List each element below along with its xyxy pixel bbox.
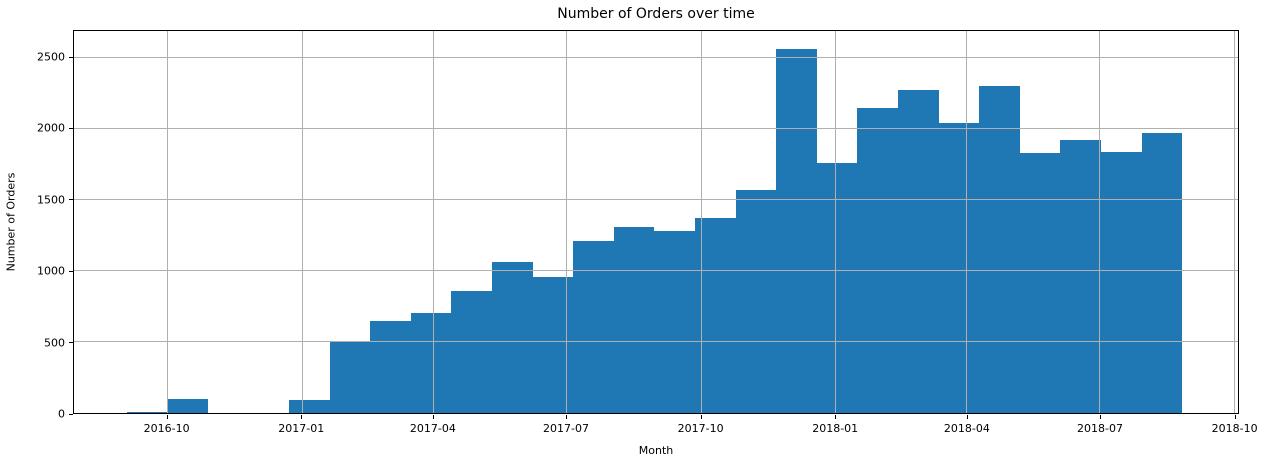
y-tick-label: 2000 <box>37 121 65 135</box>
h-gridline <box>74 199 1238 200</box>
bar <box>451 290 492 413</box>
bar <box>816 163 858 413</box>
x-tick <box>835 415 837 419</box>
plot-area <box>73 30 1239 414</box>
h-gridline <box>74 270 1238 271</box>
bar <box>1101 152 1142 413</box>
bar <box>735 190 777 413</box>
v-gridline <box>834 31 836 413</box>
x-tick-label: 2017-04 <box>409 422 456 435</box>
x-tick-label: 2018-01 <box>812 422 859 435</box>
y-tick-label: 500 <box>44 336 65 350</box>
x-tick-label: 2017-07 <box>543 422 589 435</box>
bar <box>532 277 574 413</box>
bar <box>370 321 411 413</box>
v-gridline <box>167 31 169 413</box>
bar <box>491 261 533 413</box>
x-tick-label: 2018-07 <box>1077 422 1123 435</box>
y-tick <box>69 56 73 58</box>
y-axis-label: Number of Orders <box>4 172 18 272</box>
bar <box>613 226 655 413</box>
v-gridline <box>966 31 968 413</box>
v-gridline <box>1099 31 1101 413</box>
y-tick-label: 1500 <box>37 193 65 207</box>
v-gridline <box>301 31 303 413</box>
v-gridline <box>566 31 568 413</box>
x-axis: Month 2016-10 2017-01 2017-04 2017-07 2017-1… <box>73 415 1258 468</box>
y-tick-label: 1000 <box>37 264 65 278</box>
bar <box>410 312 452 413</box>
v-gridline <box>433 31 435 413</box>
v-gridline <box>1233 31 1235 413</box>
x-tick <box>1234 415 1236 419</box>
x-tick <box>966 415 968 419</box>
bar <box>938 122 980 413</box>
y-axis: 0 500 1000 1500 2000 2500 <box>0 30 73 421</box>
v-gridline <box>700 31 702 413</box>
bar <box>126 411 168 413</box>
x-tick <box>166 415 168 419</box>
bar <box>329 340 371 413</box>
x-tick <box>1100 415 1102 419</box>
y-tick-label: 0 <box>58 407 65 421</box>
h-gridline <box>74 128 1238 129</box>
x-tick-label: 2016-10 <box>143 422 190 435</box>
bar <box>857 107 898 413</box>
bar <box>288 399 330 413</box>
x-tick <box>301 415 303 419</box>
x-tick <box>432 415 434 419</box>
bar <box>1060 140 1101 413</box>
bar <box>654 231 695 413</box>
chart-title: Number of Orders over time <box>557 6 755 22</box>
grid-layer <box>74 31 1238 413</box>
x-tick-label: 2017-10 <box>677 422 724 435</box>
x-axis-label: Month <box>638 444 674 457</box>
y-tick-label: 2500 <box>37 50 65 64</box>
x-tick-label: 2018-04 <box>943 422 990 435</box>
y-tick <box>69 127 73 129</box>
bar <box>1019 153 1061 413</box>
bar <box>167 398 208 413</box>
x-tick <box>700 415 702 419</box>
y-tick <box>69 342 73 344</box>
y-tick <box>69 199 73 201</box>
x-tick-label: 2017-01 <box>278 422 325 435</box>
bars-layer <box>74 31 1238 413</box>
x-tick <box>566 415 568 419</box>
y-tick <box>69 413 73 415</box>
bar <box>694 218 736 413</box>
bar <box>1141 133 1183 413</box>
h-gridline <box>74 341 1238 342</box>
bar <box>776 49 817 413</box>
h-gridline <box>74 56 1238 58</box>
y-tick <box>69 270 73 272</box>
bar <box>898 89 939 413</box>
x-tick-label: 2018-10 <box>1211 422 1258 435</box>
bar <box>979 86 1020 413</box>
bar <box>573 241 614 413</box>
